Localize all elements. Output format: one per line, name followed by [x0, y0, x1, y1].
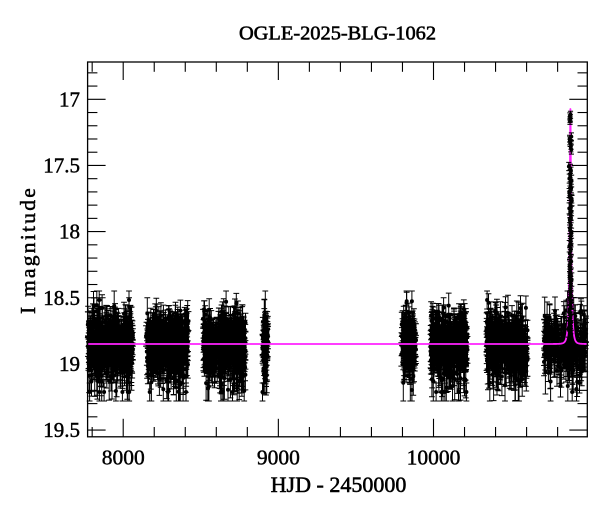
- svg-text:9000: 9000: [257, 445, 300, 469]
- svg-text:I magnitude: I magnitude: [16, 186, 40, 314]
- svg-text:8000: 8000: [102, 445, 145, 469]
- svg-text:17.5: 17.5: [43, 153, 80, 177]
- svg-text:18.5: 18.5: [43, 286, 80, 310]
- svg-text:17: 17: [59, 87, 80, 111]
- svg-text:10000: 10000: [407, 445, 461, 469]
- svg-text:18: 18: [59, 220, 80, 244]
- svg-text:19: 19: [59, 352, 80, 376]
- svg-text:OGLE-2025-BLG-1062: OGLE-2025-BLG-1062: [239, 23, 436, 45]
- svg-text:19.5: 19.5: [43, 418, 80, 442]
- svg-text:HJD - 2450000: HJD - 2450000: [271, 472, 407, 497]
